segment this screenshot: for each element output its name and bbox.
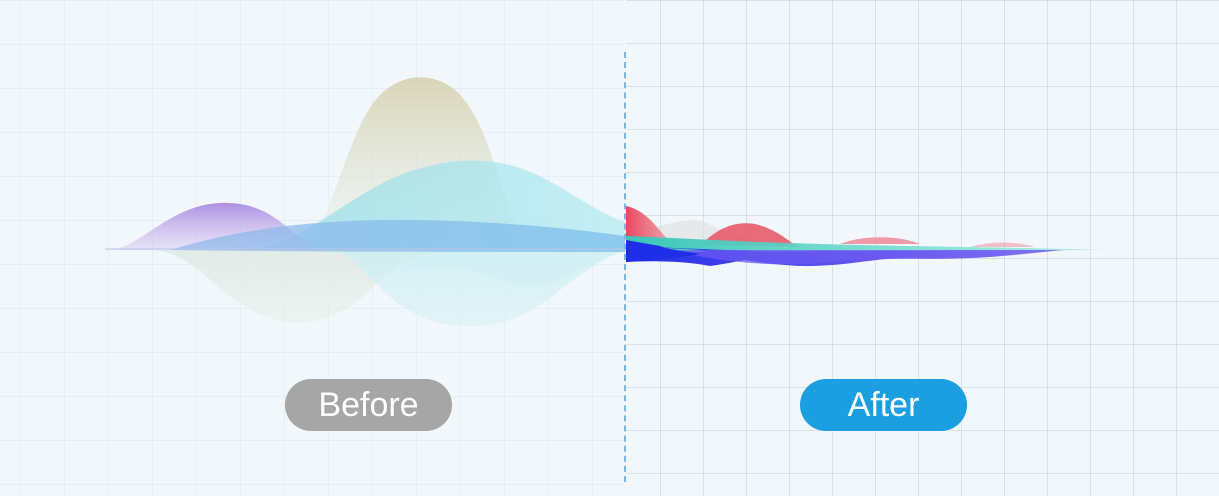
- after-wave-red-small: [840, 237, 920, 244]
- after-waveform: [626, 206, 1105, 267]
- before-label-badge: Before: [285, 379, 452, 431]
- before-after-divider: [624, 52, 626, 482]
- before-waveform: [105, 77, 625, 327]
- after-wave-blue-core: [626, 240, 700, 262]
- after-label-badge: After: [800, 379, 967, 431]
- after-wave-red-tiny: [970, 242, 1035, 247]
- before-wave-lower-cyan-2: [360, 250, 625, 287]
- before-wave-blue-band: [170, 219, 625, 252]
- after-wave-teal: [626, 236, 1105, 252]
- after-wave-red-front: [626, 206, 668, 244]
- after-wave-violet-tail: [680, 250, 1065, 265]
